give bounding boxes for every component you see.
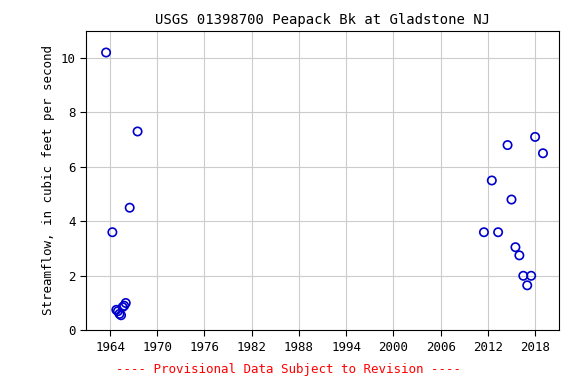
Point [503, 142, 512, 148]
Point [507, 197, 516, 203]
Point [120, 303, 129, 309]
Point [133, 128, 142, 134]
Title: USGS 01398700 Peapack Bk at Gladstone NJ: USGS 01398700 Peapack Bk at Gladstone NJ [155, 13, 490, 27]
Point [522, 282, 532, 288]
Point [526, 273, 536, 279]
Point [112, 307, 121, 313]
Point [121, 300, 130, 306]
Point [519, 273, 528, 279]
Point [479, 229, 488, 235]
Point [125, 205, 134, 211]
Point [116, 312, 126, 318]
Point [511, 244, 520, 250]
Point [515, 252, 524, 258]
Point [530, 134, 540, 140]
Point [101, 50, 111, 56]
Point [539, 150, 548, 156]
Point [487, 177, 497, 184]
Point [113, 308, 123, 314]
Y-axis label: Streamflow, in cubic feet per second: Streamflow, in cubic feet per second [43, 45, 55, 316]
Point [108, 229, 117, 235]
Point [494, 229, 503, 235]
Point [115, 311, 124, 317]
Text: ---- Provisional Data Subject to Revision ----: ---- Provisional Data Subject to Revisio… [116, 363, 460, 376]
Point [118, 304, 127, 310]
